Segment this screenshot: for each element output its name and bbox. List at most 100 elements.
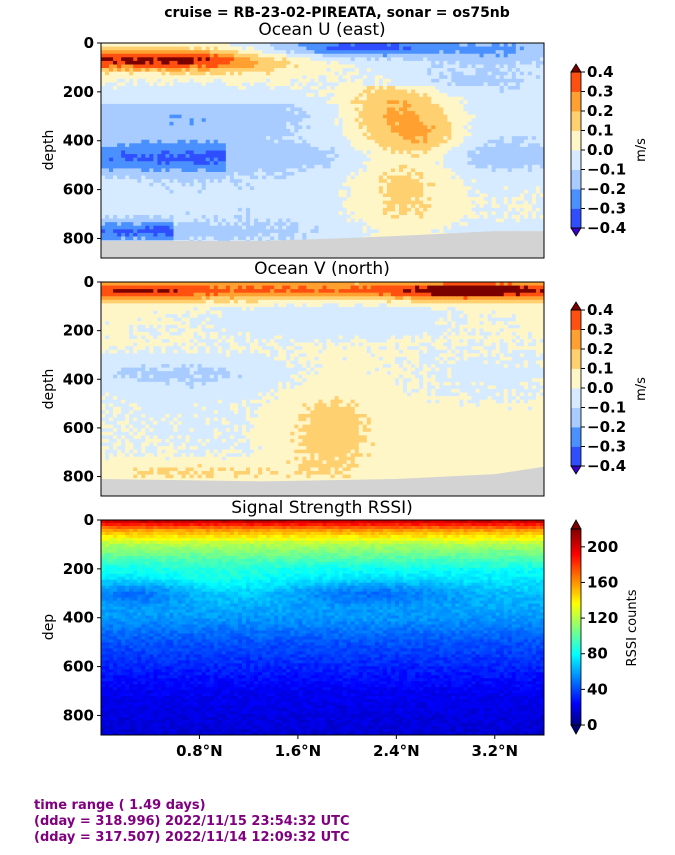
field-cell — [366, 150, 372, 155]
field-cell — [109, 200, 114, 205]
field-cell — [149, 189, 154, 195]
field-cell — [342, 168, 348, 173]
field-cell — [330, 57, 336, 62]
field-cell — [314, 172, 320, 177]
field-cell — [105, 103, 110, 109]
field-cell — [338, 182, 344, 187]
field-cell — [314, 168, 320, 173]
field-cell — [262, 60, 267, 66]
field-cell — [342, 71, 348, 76]
field-cell — [149, 161, 154, 166]
field-cell — [515, 121, 521, 127]
field-cell — [157, 96, 163, 101]
field-cell — [193, 96, 199, 101]
field-cell — [370, 78, 376, 84]
field-cell — [419, 93, 424, 98]
field-cell — [463, 118, 469, 123]
field-cell — [201, 57, 207, 62]
field-cell — [427, 43, 432, 48]
field-cell — [133, 189, 138, 195]
field-cell — [141, 64, 146, 69]
field-cell — [282, 193, 287, 198]
field-cell — [245, 82, 251, 87]
field-cell — [415, 172, 420, 177]
field-cell — [515, 150, 521, 155]
field-cell — [386, 57, 392, 62]
field-cell — [378, 68, 384, 73]
field-cell — [511, 86, 517, 91]
field-cell — [225, 86, 231, 91]
field-cell — [161, 182, 167, 187]
field-cell — [266, 68, 271, 73]
field-cell — [270, 200, 275, 205]
field-cell — [282, 200, 287, 205]
field-cell — [197, 96, 203, 101]
field-cell — [350, 197, 356, 202]
field-cell — [515, 129, 521, 134]
field-cell — [358, 146, 364, 152]
field-cell — [113, 143, 118, 148]
field-cell — [233, 78, 239, 84]
field-cell — [101, 60, 106, 66]
field-cell — [535, 129, 541, 134]
field-cell — [141, 111, 146, 116]
field-cell — [145, 100, 150, 105]
field-cell — [483, 103, 489, 109]
field-cell — [326, 118, 332, 123]
field-cell — [519, 139, 525, 144]
field-cell — [403, 114, 408, 119]
field-cell — [354, 125, 360, 130]
field-cell — [173, 139, 179, 144]
field-cell — [427, 68, 432, 73]
field-cell — [535, 103, 541, 109]
field-cell — [294, 103, 299, 109]
field-cell — [294, 132, 299, 137]
field-cell — [141, 204, 146, 209]
field-cell — [439, 57, 444, 62]
field-cell — [165, 57, 171, 62]
field-cell — [161, 60, 167, 66]
field-cell — [286, 43, 291, 48]
field-cell — [294, 57, 299, 62]
field-cell — [213, 139, 219, 144]
field-cell — [177, 82, 183, 87]
field-cell — [362, 96, 368, 101]
field-cell — [314, 103, 320, 109]
field-cell — [137, 200, 142, 205]
field-cell — [483, 64, 489, 69]
field-cell — [322, 75, 328, 80]
field-cell — [443, 193, 448, 198]
field-cell — [326, 182, 332, 187]
field-cell — [113, 93, 118, 98]
field-cell — [346, 197, 352, 202]
field-cell — [326, 121, 332, 127]
field-cell — [294, 164, 299, 170]
field-cell — [527, 154, 533, 159]
field-cell — [499, 96, 505, 101]
field-cell — [294, 53, 299, 58]
field-cell — [125, 139, 130, 144]
field-cell — [121, 197, 126, 202]
field-cell — [105, 186, 110, 191]
field-cell — [189, 82, 195, 87]
field-cell — [262, 197, 267, 202]
field-cell — [427, 200, 432, 205]
field-cell — [415, 93, 420, 98]
field-cell — [286, 150, 291, 155]
field-cell — [153, 107, 158, 112]
field-cell — [394, 146, 400, 152]
field-cell — [189, 114, 195, 119]
field-cell — [165, 93, 171, 98]
field-cell — [278, 68, 283, 73]
field-cell — [213, 157, 219, 162]
field-cell — [519, 143, 525, 148]
field-cell — [201, 68, 207, 73]
field-cell — [334, 121, 340, 127]
field-cell — [302, 78, 307, 84]
field-cell — [354, 143, 360, 148]
field-cell — [113, 50, 118, 55]
field-cell — [181, 132, 187, 137]
field-cell — [121, 193, 126, 198]
field-cell — [443, 111, 448, 116]
field-cell — [419, 78, 424, 84]
